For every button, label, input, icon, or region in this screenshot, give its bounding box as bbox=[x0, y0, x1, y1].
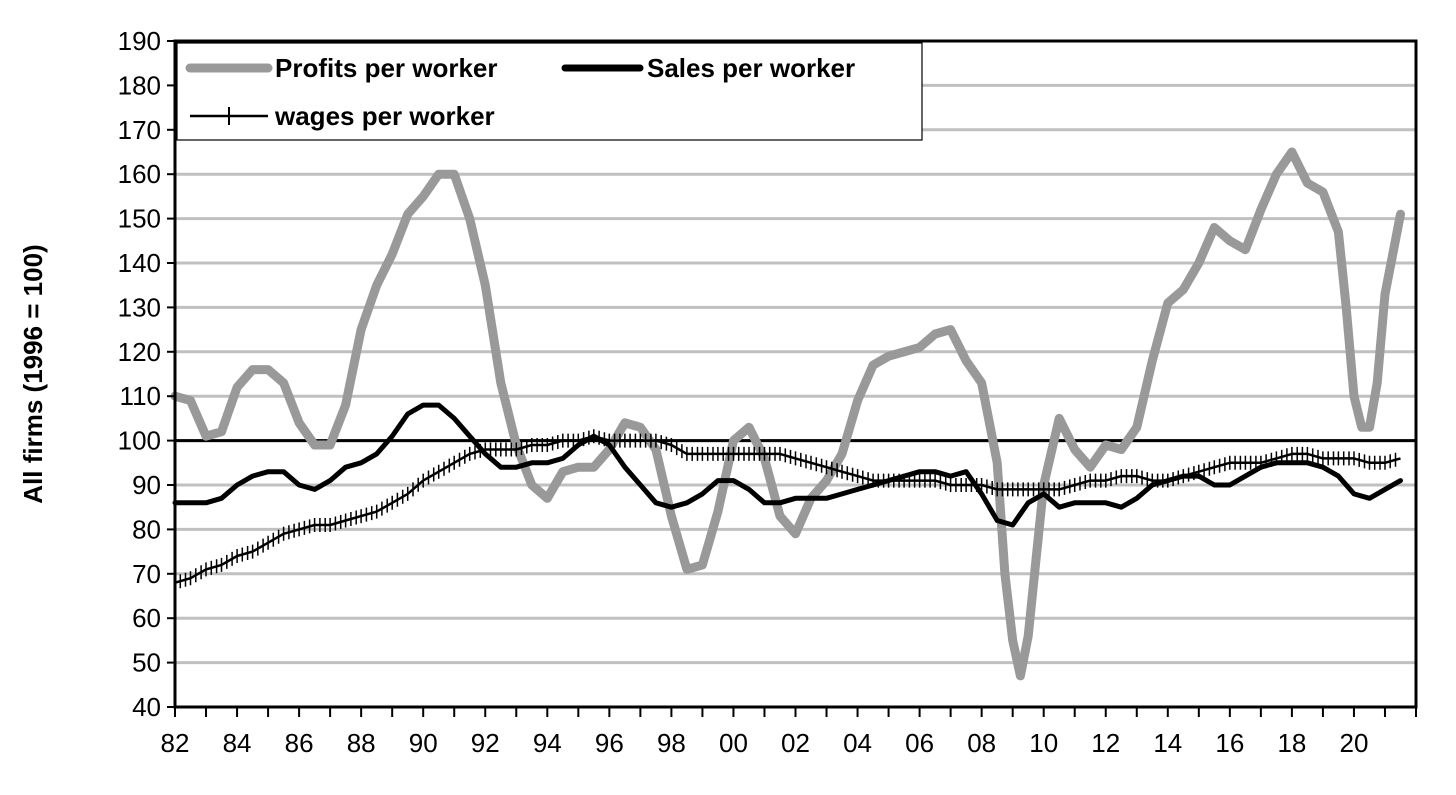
x-tick-label: 08 bbox=[967, 728, 996, 758]
y-tick-label: 170 bbox=[118, 115, 161, 145]
x-tick-label: 90 bbox=[409, 728, 438, 758]
y-tick-label: 50 bbox=[132, 648, 161, 678]
y-tick-label: 160 bbox=[118, 159, 161, 189]
x-tick-label: 18 bbox=[1277, 728, 1306, 758]
y-tick-label: 180 bbox=[118, 70, 161, 100]
y-axis-ticks: 40 50 60 70 80 90 100 110 120 130 140 150 160 170 180 1… bbox=[118, 26, 175, 722]
x-axis-ticks: 82 84 86 88 90 92 94 96 98 00 02 04 06 08 10 12 14 16 18 20 bbox=[161, 707, 1417, 758]
x-tick-label: 04 bbox=[843, 728, 872, 758]
y-axis-title: All firms (1996 = 100) bbox=[18, 244, 48, 503]
x-tick-label: 12 bbox=[1091, 728, 1120, 758]
y-tick-label: 40 bbox=[132, 692, 161, 722]
y-tick-label: 60 bbox=[132, 603, 161, 633]
x-tick-label: 82 bbox=[161, 728, 190, 758]
wages-line-markers bbox=[174, 429, 1397, 590]
y-tick-label: 100 bbox=[118, 426, 161, 456]
x-tick-label: 20 bbox=[1339, 728, 1368, 758]
x-tick-label: 14 bbox=[1153, 728, 1182, 758]
legend-label-sales: Sales per worker bbox=[647, 53, 855, 83]
series-line-profits bbox=[170, 147, 1405, 681]
x-tick-label: 00 bbox=[719, 728, 748, 758]
x-tick-label: 84 bbox=[223, 728, 252, 758]
x-tick-label: 16 bbox=[1215, 728, 1244, 758]
y-tick-label: 130 bbox=[118, 292, 161, 322]
y-tick-label: 140 bbox=[118, 248, 161, 278]
y-tick-label: 70 bbox=[132, 559, 161, 589]
series-line-wages bbox=[174, 429, 1401, 590]
x-tick-label: 96 bbox=[595, 728, 624, 758]
x-tick-label: 98 bbox=[657, 728, 686, 758]
legend-swatch-wages bbox=[190, 107, 268, 125]
y-tick-label: 80 bbox=[132, 514, 161, 544]
legend-label-profits: Profits per worker bbox=[275, 53, 498, 83]
x-tick-label: 10 bbox=[1029, 728, 1058, 758]
plot-area-border bbox=[173, 39, 1418, 709]
x-tick-label: 86 bbox=[285, 728, 314, 758]
x-tick-label: 88 bbox=[347, 728, 376, 758]
series-layer bbox=[170, 147, 1405, 681]
x-tick-label: 06 bbox=[905, 728, 934, 758]
y-tick-label: 110 bbox=[120, 381, 161, 411]
y-tick-label: 190 bbox=[118, 26, 161, 56]
legend-label-wages: wages per worker bbox=[274, 101, 495, 131]
x-tick-label: 92 bbox=[471, 728, 500, 758]
y-tick-label: 150 bbox=[118, 204, 161, 234]
y-tick-label: 90 bbox=[132, 470, 161, 500]
legend-box bbox=[176, 42, 923, 141]
y-tick-label: 120 bbox=[118, 337, 161, 367]
gridlines bbox=[175, 83, 1416, 665]
x-tick-label: 94 bbox=[533, 728, 562, 758]
wages-line-path bbox=[174, 434, 1401, 584]
legend: Profits per worker Sales per worker wage… bbox=[176, 42, 923, 141]
series-line-sales bbox=[172, 402, 1403, 528]
x-tick-label: 02 bbox=[781, 728, 810, 758]
